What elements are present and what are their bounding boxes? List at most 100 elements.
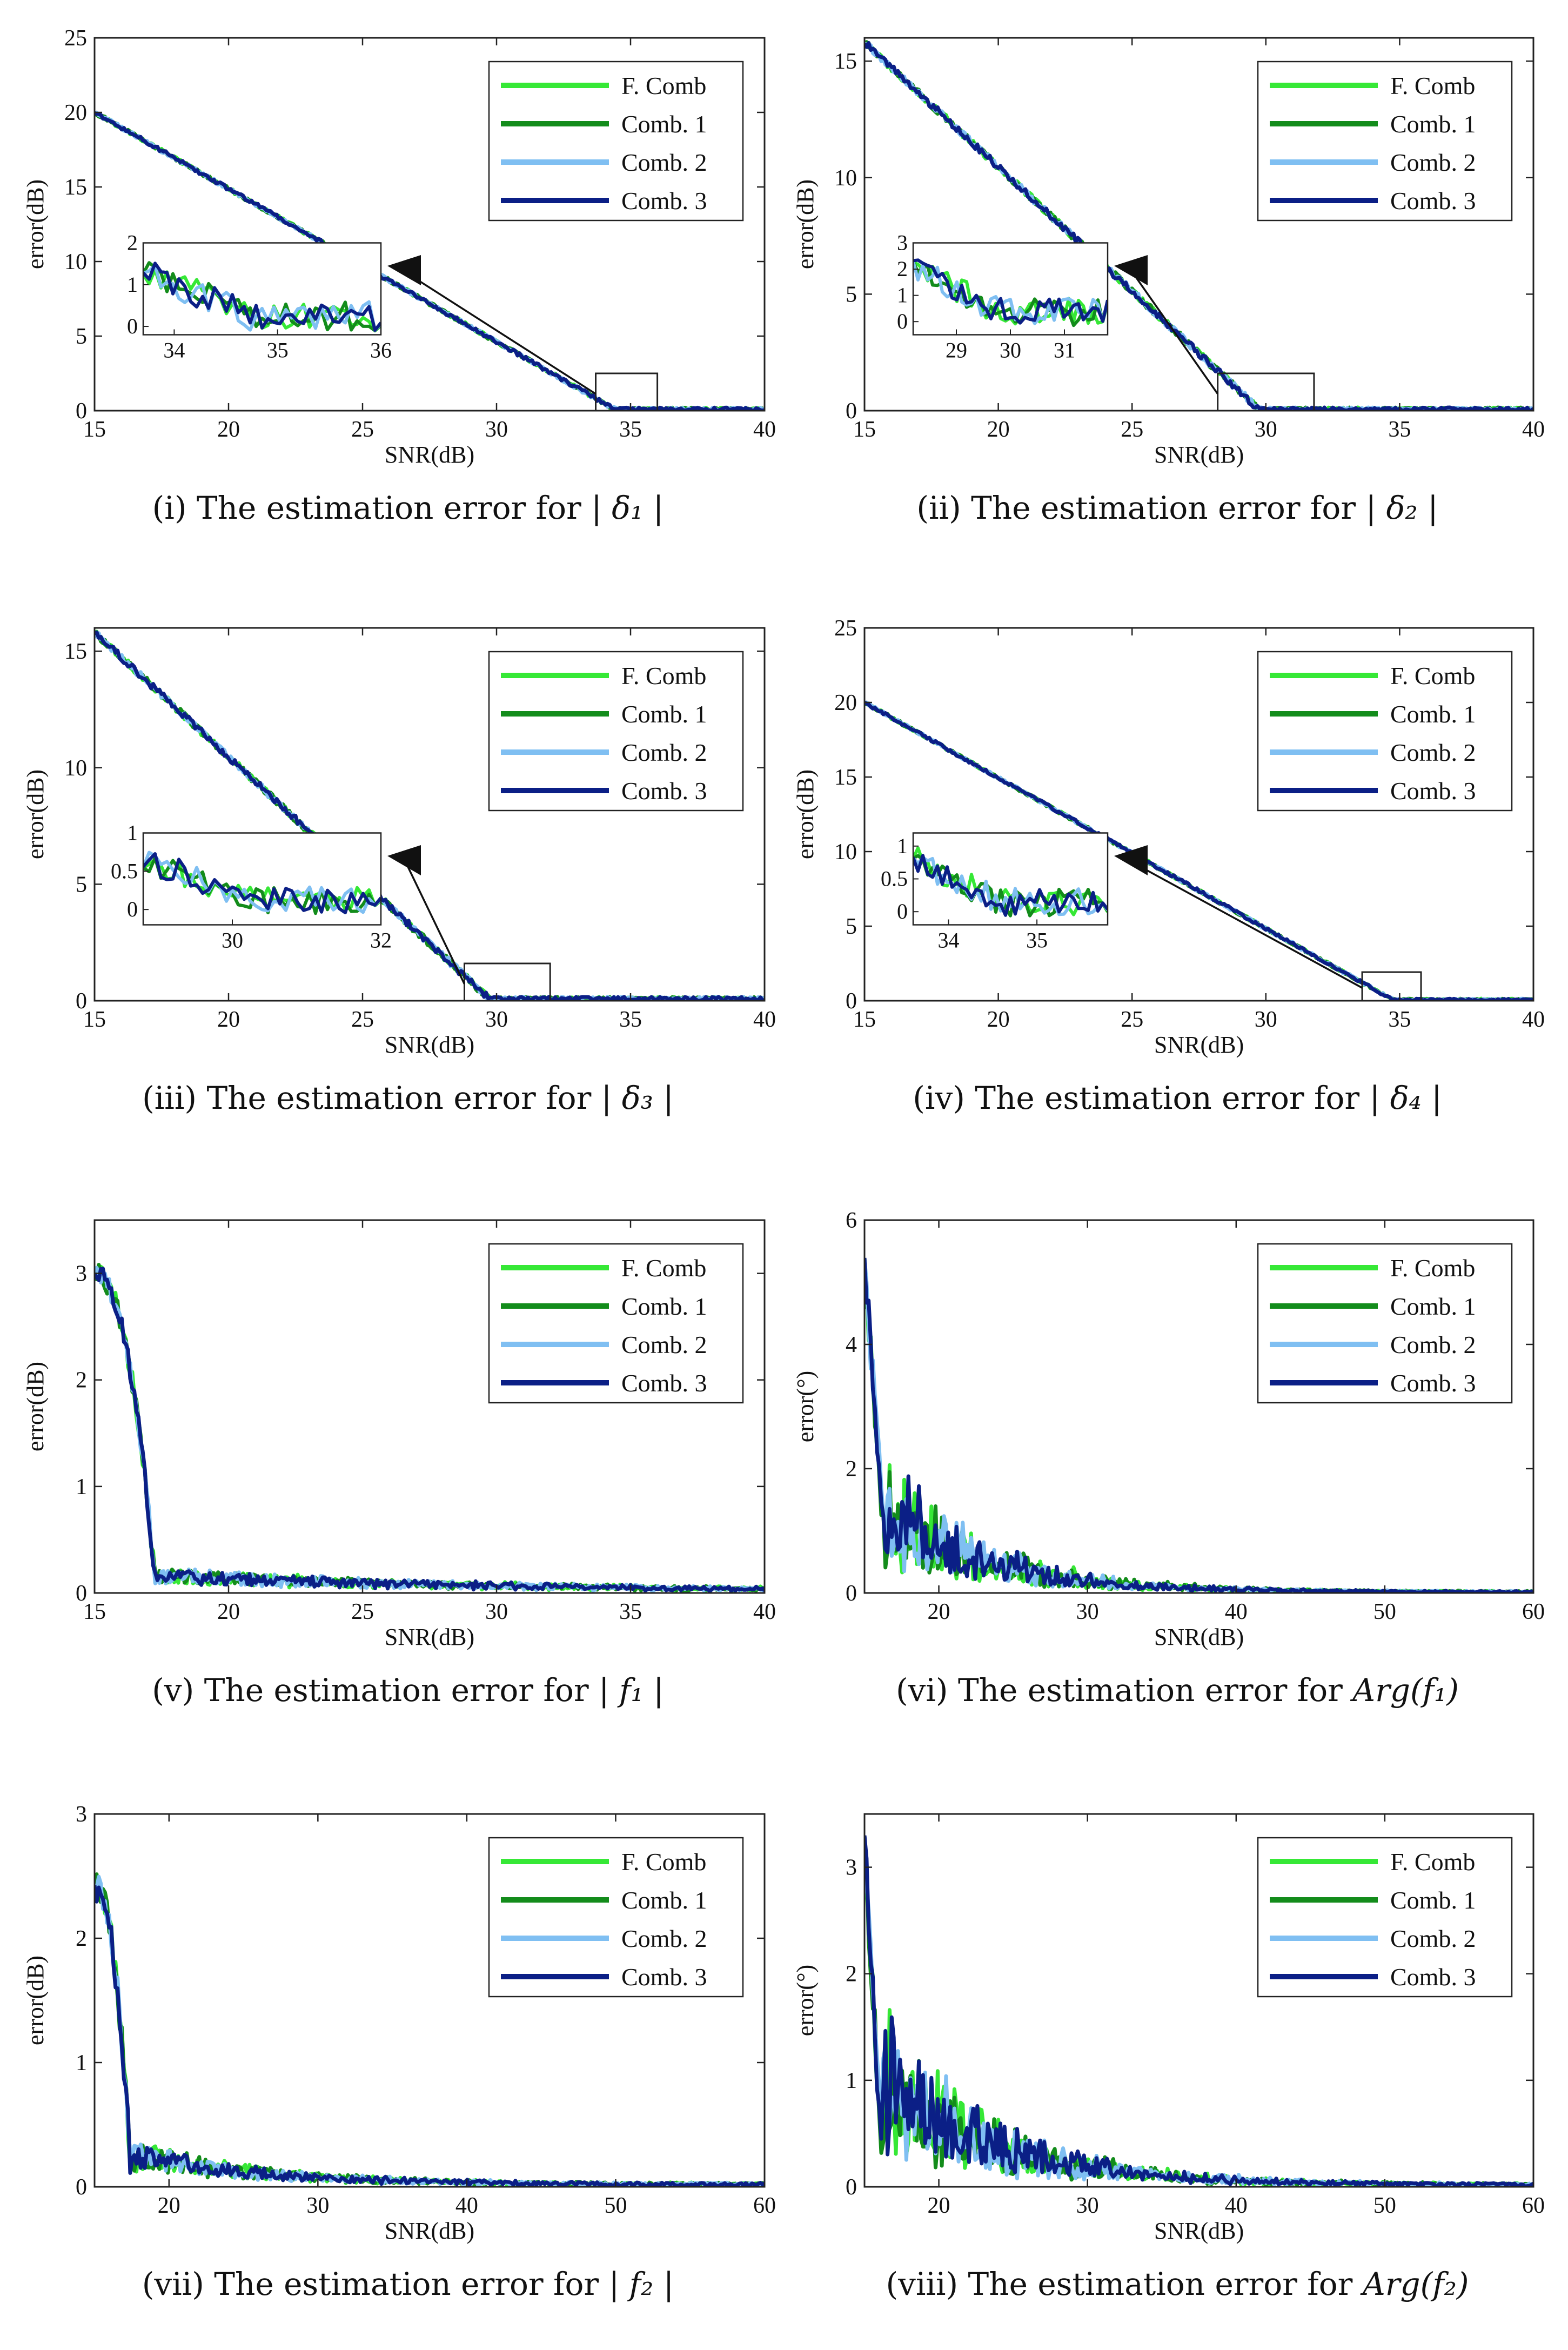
y-tick-label: 1 <box>76 1475 87 1499</box>
y-tick-label: 0 <box>76 989 87 1014</box>
caption-math: Arg(f₁) <box>1350 1672 1459 1709</box>
inset-y-tick-label: 0 <box>127 314 138 338</box>
axes-frame <box>863 1813 1535 2188</box>
inset-y-tick-label: 1 <box>127 821 138 845</box>
legend-label: Comb. 1 <box>621 1886 707 1914</box>
legend: F. Comb Comb. 1 Comb. 2 Comb. 3 <box>1257 61 1513 222</box>
x-tick-label: 20 <box>217 1599 240 1624</box>
caption-math: Arg(f₂) <box>1360 2266 1469 2302</box>
panel-caption: (v) The estimation error for | f₁ | <box>152 1672 664 1709</box>
inset-series-line <box>913 260 1108 327</box>
x-tick-label: 25 <box>351 1007 374 1032</box>
inset-series <box>913 846 1108 918</box>
caption-text: (viii) The estimation error for <box>886 2266 1362 2302</box>
y-tick-label: 10 <box>834 840 857 865</box>
zoom-region-box <box>1361 971 1422 1002</box>
x-tick-label: 50 <box>1373 1599 1396 1624</box>
x-axis-title: SNR(dB) <box>1154 1032 1244 1058</box>
inset-y-tick-label: 2 <box>127 231 138 255</box>
y-tick-label: 5 <box>846 282 857 307</box>
inset-x-tick-label: 35 <box>267 338 289 363</box>
y-tick-label: 15 <box>64 639 87 664</box>
inset-frame <box>142 832 382 926</box>
x-tick-label: 20 <box>987 1007 1010 1032</box>
y-tick-label: 15 <box>64 175 87 200</box>
y-tick-label: 2 <box>846 1962 857 1987</box>
series-line-comb-3 <box>865 41 1533 411</box>
y-tick-label: 4 <box>846 1333 857 1357</box>
legend-label: Comb. 2 <box>621 1331 707 1358</box>
zoom-inset: 34 35 36 0 1 2 <box>127 231 659 412</box>
legend-label: F. Comb <box>621 662 706 689</box>
x-tick-label: 40 <box>455 2193 478 2218</box>
y-tick-label: 3 <box>846 1856 857 1880</box>
legend-label: Comb. 1 <box>1390 1886 1476 1914</box>
x-tick-label: 60 <box>1522 1599 1545 1624</box>
caption-text: (vii) The estimation error for <box>142 2266 609 2302</box>
x-tick-label: 20 <box>928 1599 950 1624</box>
caption-text: (iii) The estimation error for <box>142 1080 601 1116</box>
x-tick-label: 15 <box>83 417 106 442</box>
y-tick-label: 5 <box>76 872 87 897</box>
y-tick-label: 0 <box>846 2175 857 2200</box>
inset-series <box>913 258 1108 327</box>
inset-y-tick-label: 0.5 <box>111 859 138 883</box>
x-tick-label: 35 <box>1388 1007 1411 1032</box>
legend-label: Comb. 1 <box>621 110 707 138</box>
axes-frame <box>93 1219 766 1594</box>
series-group <box>95 1263 765 1593</box>
y-axis-title: error(°) <box>792 1371 819 1442</box>
x-tick-label: 50 <box>1373 2193 1396 2218</box>
chart-panel-i: 15 20 25 30 35 400510152025SNR(dB)error(dB)F.… <box>22 26 776 526</box>
x-tick-label: 15 <box>853 417 876 442</box>
x-tick-label: 35 <box>619 1007 642 1032</box>
x-tick-label: 20 <box>987 417 1010 442</box>
caption-math: | f₁ | <box>599 1672 664 1709</box>
inset-series-line <box>913 855 1108 916</box>
legend-label: Comb. 1 <box>621 1293 707 1320</box>
y-tick-label: 0 <box>76 399 87 424</box>
x-tick-label: 40 <box>753 1599 776 1624</box>
caption-math: | δ₃ | <box>601 1080 674 1116</box>
axes-frame <box>863 627 1535 1002</box>
x-axis-title: SNR(dB) <box>385 2218 474 2244</box>
x-tick-label: 35 <box>1388 417 1411 442</box>
y-tick-label: 15 <box>834 765 857 790</box>
x-tick-label: 30 <box>485 1007 508 1032</box>
y-axis-title: error(dB) <box>22 1956 49 2045</box>
y-tick-label: 20 <box>64 101 87 125</box>
zoom-arrow-shaft <box>1131 271 1219 394</box>
inset-series <box>143 261 381 333</box>
legend-label: Comb. 3 <box>621 777 707 805</box>
x-tick-label: 30 <box>1255 1007 1277 1032</box>
inset-x-tick-label: 34 <box>937 928 959 953</box>
x-tick-label: 40 <box>1522 1007 1545 1032</box>
zoom-arrow-head <box>387 255 421 285</box>
x-tick-label: 15 <box>853 1007 876 1032</box>
y-axis-title: error(dB) <box>22 179 49 269</box>
legend: F. Comb Comb. 1 Comb. 2 Comb. 3 <box>1257 651 1513 812</box>
x-tick-label: 30 <box>1076 2193 1099 2218</box>
x-tick-label: 60 <box>753 2193 776 2218</box>
x-tick-label: 40 <box>753 417 776 442</box>
zoom-region-box <box>1217 372 1315 412</box>
inset-frame <box>142 242 382 336</box>
series-group <box>95 630 765 1001</box>
series-group <box>95 110 765 411</box>
x-tick-label: 25 <box>351 1599 374 1624</box>
legend-label: F. Comb <box>621 72 706 99</box>
y-tick-label: 2 <box>76 1926 87 1951</box>
axes-frame <box>93 627 766 1002</box>
panel-caption: (vii) The estimation error for | f₂ | <box>142 2266 674 2302</box>
y-tick-label: 3 <box>76 1802 87 1827</box>
caption-text: (v) The estimation error for <box>152 1672 599 1709</box>
inset-y-tick-label: 0 <box>127 897 138 921</box>
y-tick-label: 5 <box>76 324 87 349</box>
y-tick-label: 0 <box>846 399 857 424</box>
x-axis-title: SNR(dB) <box>1154 2218 1244 2244</box>
y-axis-title: error(dB) <box>792 179 819 269</box>
inset-x-tick-label: 31 <box>1054 338 1075 363</box>
inset-y-tick-label: 2 <box>897 257 908 281</box>
y-tick-label: 25 <box>64 26 87 51</box>
legend-label: Comb. 3 <box>1390 187 1476 215</box>
